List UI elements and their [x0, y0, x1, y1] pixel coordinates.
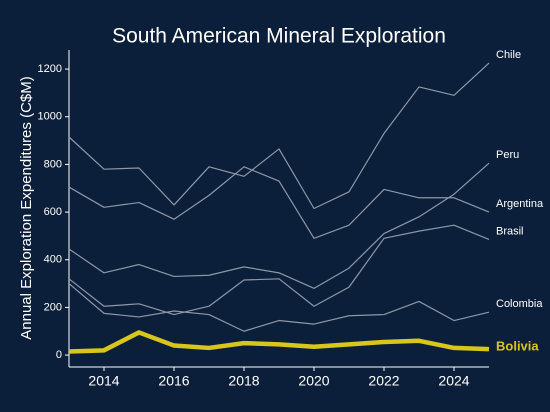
series-line: [68, 166, 490, 239]
series-label: Argentina: [496, 198, 544, 210]
y-tick-label: 1200: [38, 63, 62, 75]
series-label: Bolivia: [496, 339, 539, 354]
chart-title: South American Mineral Exploration: [112, 25, 446, 48]
x-tick-label: 2018: [228, 373, 259, 389]
y-axis-label: Annual Exploration Expenditures (C$M): [18, 76, 35, 339]
series-label: Brasil: [496, 225, 524, 237]
series-line: [68, 162, 490, 289]
series-label: Colombia: [496, 298, 543, 310]
series-line: [68, 330, 490, 354]
series-line: [68, 224, 490, 316]
y-tick-label: 1000: [38, 111, 62, 123]
series-label: Peru: [496, 149, 519, 161]
y-tick-label: 800: [44, 158, 62, 170]
y-tick-label: 400: [44, 254, 62, 266]
x-tick-label: 2020: [298, 373, 329, 389]
y-tick-label: 0: [56, 349, 62, 361]
y-tick-label: 600: [44, 206, 62, 218]
x-tick-label: 2024: [438, 373, 469, 389]
series-line: [68, 62, 490, 210]
series-label: Chile: [496, 49, 521, 61]
y-tick-label: 200: [44, 301, 62, 313]
x-tick-label: 2016: [158, 373, 189, 389]
x-tick-label: 2014: [88, 373, 119, 389]
x-tick-label: 2022: [368, 373, 399, 389]
series-line: [68, 283, 490, 332]
